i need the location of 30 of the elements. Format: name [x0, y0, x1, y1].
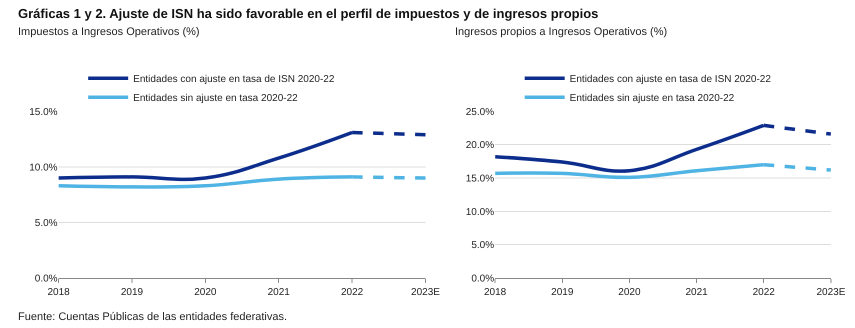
x-tick-label: 2018 — [484, 287, 507, 298]
y-tick-label: 5.0% — [471, 240, 494, 252]
y-axis-title: Impuestos a Ingresos Operativos (%) — [18, 26, 200, 38]
y-tick-label: 5.0% — [34, 218, 58, 229]
y-tick-label: 10.0% — [29, 162, 58, 174]
legend-label: Entidades con ajuste en tasa de ISN 2020-22 — [133, 74, 335, 86]
y-tick-label: 15.0% — [466, 174, 494, 185]
x-tick-label: 2021 — [685, 287, 708, 298]
source-note: Fuente: Cuentas Públicas de las entidades federativas. — [18, 311, 288, 323]
legend-label: Entidades sin ajuste en tasa 2020-22 — [133, 93, 298, 104]
x-tick-label: 2019 — [551, 287, 574, 298]
legend-label: Entidades con ajuste en tasa de ISN 2020-22 — [570, 74, 772, 86]
chart-title: Gráficas 1 y 2. Ajuste de ISN ha sido favorable en el perfil de impuestos y de ingresos propios — [18, 6, 598, 21]
legend-label: Entidades sin ajuste en tasa 2020-22 — [570, 93, 735, 104]
x-tick-label: 2023E — [411, 287, 440, 298]
x-tick-label: 2022 — [752, 287, 776, 298]
x-tick-label: 2020 — [194, 287, 217, 298]
y-tick-label: 0.0% — [471, 274, 494, 284]
y-tick-label: 15.0% — [29, 106, 58, 118]
y-tick-label: 10.0% — [466, 206, 494, 218]
y-axis-title: Ingresos propios a Ingresos Operativos (%) — [455, 26, 668, 38]
x-tick-label: 2019 — [120, 287, 144, 298]
x-tick-label: 2023E — [816, 287, 846, 298]
x-tick-label: 2020 — [618, 287, 641, 298]
x-tick-label: 2022 — [340, 287, 364, 298]
x-tick-label: 2018 — [47, 287, 70, 298]
x-tick-label: 2021 — [268, 287, 290, 298]
y-tick-label: 20.0% — [466, 140, 494, 152]
y-tick-label: 0.0% — [34, 274, 58, 284]
y-tick-label: 25.0% — [466, 106, 494, 118]
